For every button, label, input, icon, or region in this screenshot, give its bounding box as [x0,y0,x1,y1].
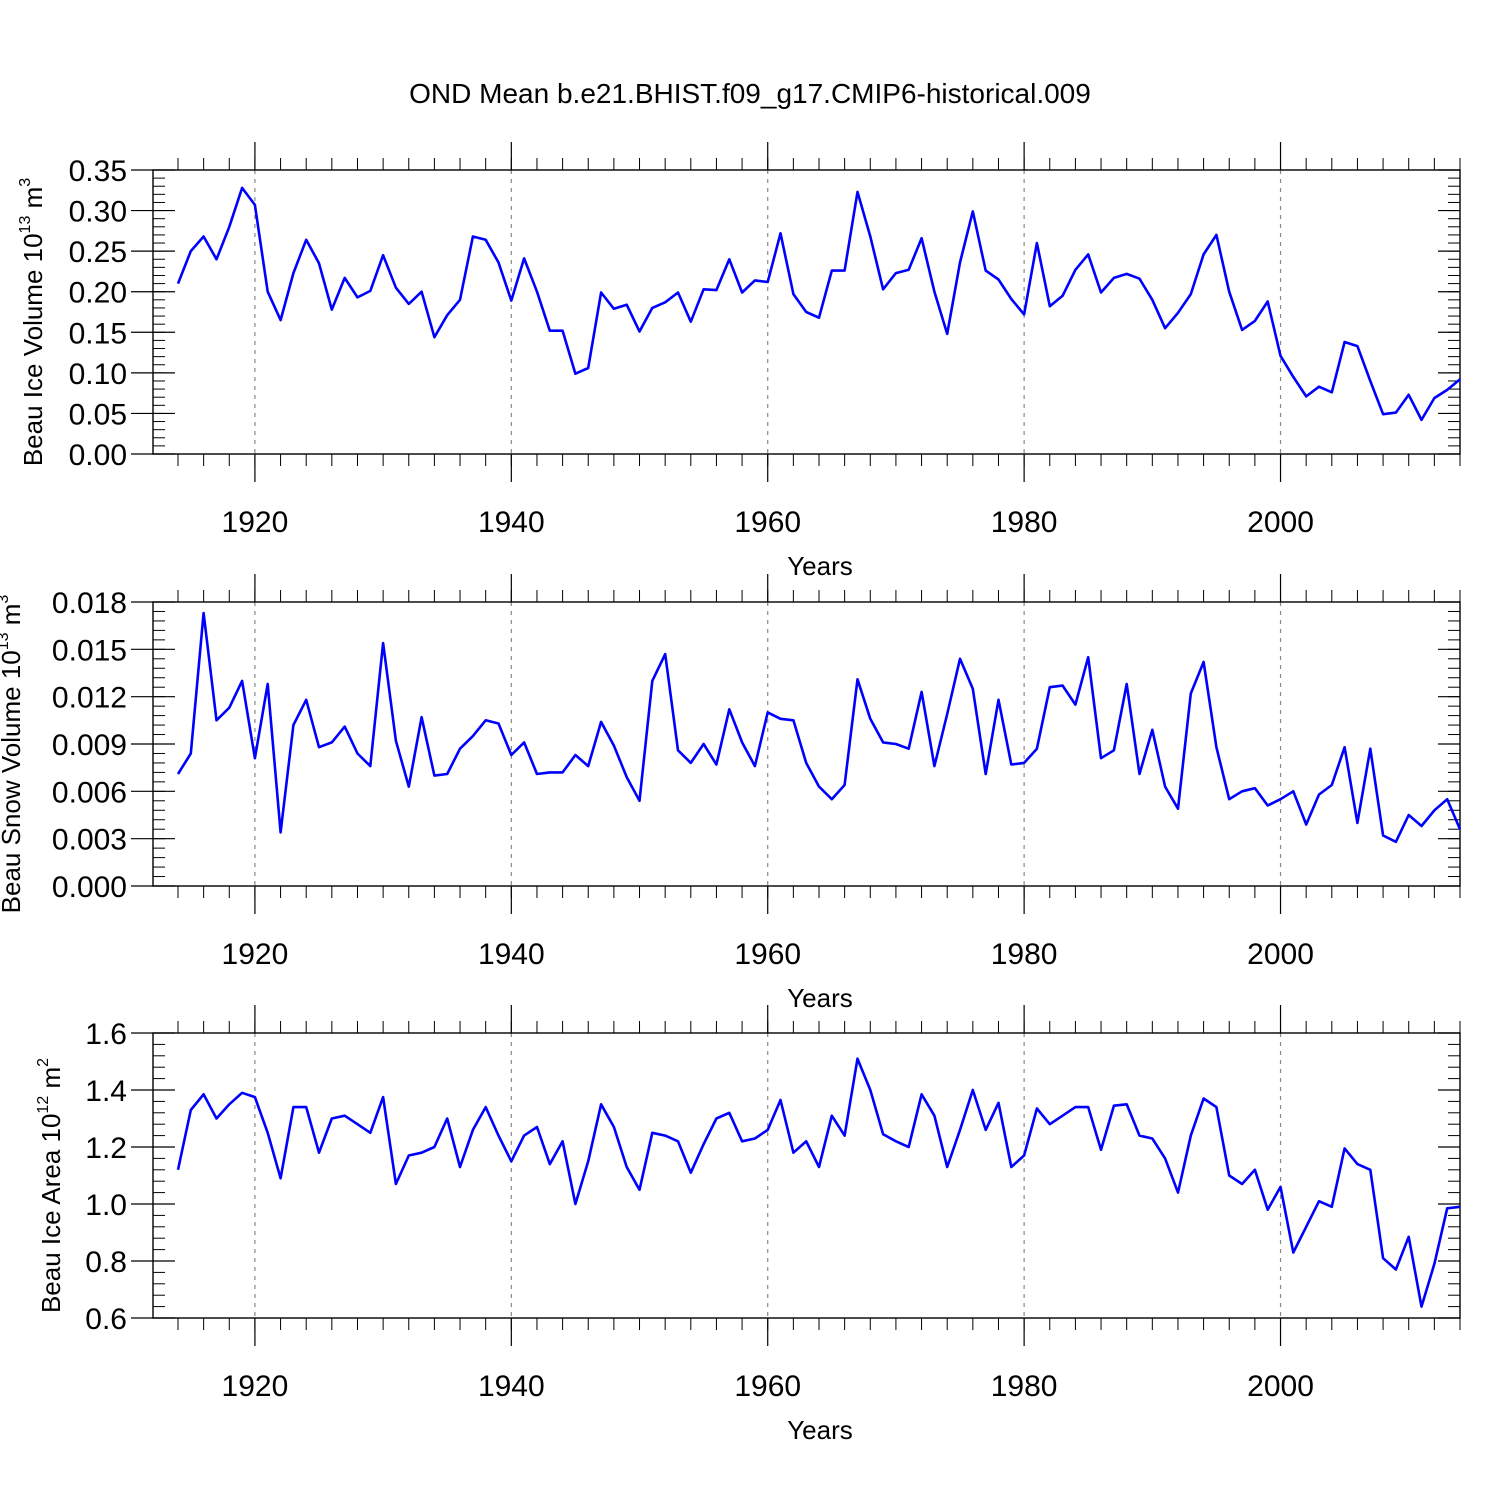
y-tick-label: 0.003 [52,824,127,857]
x-axis-title: Years [787,551,853,581]
x-tick-label: 1960 [734,1370,801,1403]
x-tick-label: 2000 [1247,1370,1314,1403]
y-tick-label: 0.25 [69,236,127,269]
data-series-line [176,1057,1461,1308]
data-series-line [176,611,1462,844]
y-tick-label: 1.2 [85,1132,127,1165]
x-tick-label: 1980 [991,1370,1058,1403]
y-tick-label: 0.8 [85,1246,127,1279]
y-tick-label: 0.10 [69,358,127,391]
page-title: OND Mean b.e21.BHIST.f09_g17.CMIP6-histo… [409,78,1091,109]
y-tick-label: 0.35 [69,155,127,188]
y-tick-label: 0.05 [69,398,127,431]
x-tick-label: 1980 [991,506,1058,539]
x-tick-label: 1920 [222,506,289,539]
plot-frame [152,601,1461,887]
y-axis-title: Beau Snow Volume 1013 m3 [0,595,26,914]
x-tick-label: 1960 [734,506,801,539]
x-tick-label: 2000 [1247,506,1314,539]
y-tick-label: 0.6 [85,1303,127,1336]
y-tick-label: 0.012 [52,682,127,715]
y-tick-label: 0.009 [52,729,127,762]
x-tick-label: 1920 [222,938,289,971]
x-tick-label: 1940 [478,1370,545,1403]
plot-frame [152,169,1461,455]
panel-ice-area: 0.6 0.8 1.0 1.2 1.4 1.6 1920 1940 1960 1980 2000 Ye… [35,1005,1461,1445]
y-tick-label: 0.00 [69,439,127,472]
y-tick-label: 0.30 [69,196,127,229]
y-tick-label: 0.006 [52,776,127,809]
panel-snow-volume: 0.000 0.003 0.006 0.009 0.012 0.015 0.018 1920 1… [0,574,1462,1013]
y-tick-label: 0.15 [69,317,127,350]
y-tick-label: 1.6 [85,1018,127,1051]
y-tick-label: 0.000 [52,871,127,904]
x-axis-title: Years [787,1415,853,1445]
x-tick-label: 1940 [478,506,545,539]
y-tick-label: 0.015 [52,634,127,667]
y-tick-label: 1.4 [85,1075,127,1108]
x-tick-label: 2000 [1247,938,1314,971]
x-tick-label: 1960 [734,938,801,971]
data-series-line [176,186,1461,422]
x-axis-title: Years [787,983,853,1013]
x-tick-label: 1980 [991,938,1058,971]
y-axis-title: Beau Ice Volume 1013 m3 [17,178,48,466]
x-tick-label: 1940 [478,938,545,971]
y-tick-label: 0.018 [52,587,127,620]
x-tick-label: 1920 [222,1370,289,1403]
y-tick-label: 0.20 [69,277,127,310]
plot-frame [152,1032,1461,1319]
panel-ice-volume: 0.00 0.05 0.10 0.15 0.20 0.25 0.30 0.35 1920 1940… [17,142,1461,581]
y-tick-label: 1.0 [85,1189,127,1222]
y-axis-title: Beau Ice Area 1012 m2 [35,1058,66,1313]
